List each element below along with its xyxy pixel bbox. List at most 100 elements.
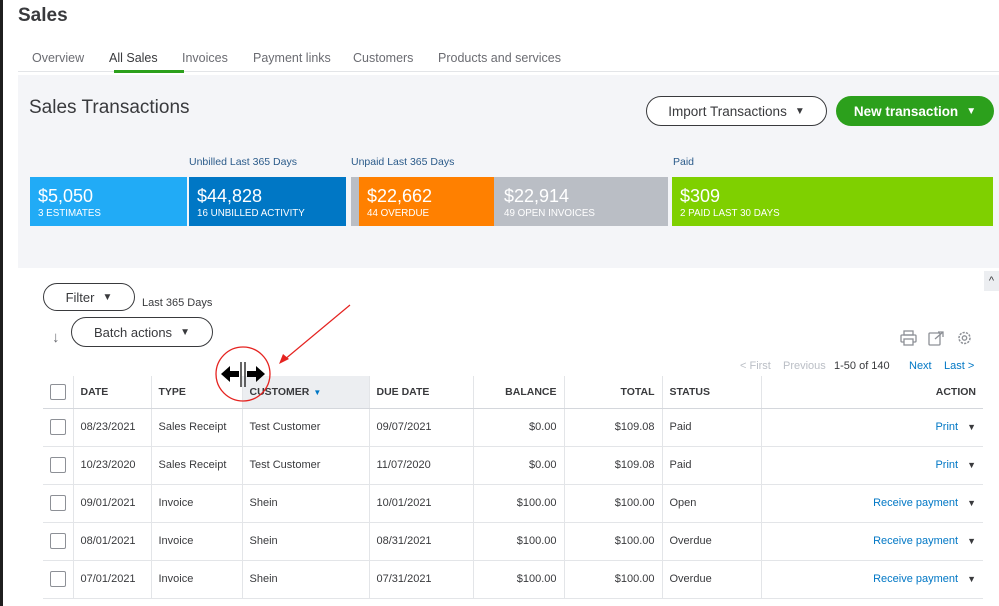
customer-header[interactable]: CUSTOMER ▼ xyxy=(242,376,370,409)
tile-label: 16 UNBILLED ACTIVITY xyxy=(197,208,305,219)
due-date-header[interactable]: DUE DATE xyxy=(369,376,474,409)
type-cell: Invoice xyxy=(151,484,243,523)
import-transactions-label: Import Transactions xyxy=(668,103,787,119)
table-row[interactable]: 09/01/2021 Invoice Shein 10/01/2021 $100.00 $… xyxy=(43,484,983,523)
annotation-arrow-head xyxy=(279,354,289,364)
row-select-cell xyxy=(43,522,74,561)
sort-arrow-icon[interactable]: ↓ xyxy=(52,329,60,346)
action-dropdown-icon[interactable]: ▼ xyxy=(967,536,976,546)
annotation-arrow-line xyxy=(283,304,351,361)
tile-amount: $5,050 xyxy=(38,186,94,206)
type-cell: Invoice xyxy=(151,522,243,561)
row-select-cell xyxy=(43,484,74,523)
type-cell: Sales Receipt xyxy=(151,446,243,485)
type-cell: Sales Receipt xyxy=(151,408,243,447)
row-action-link[interactable]: Receive payment xyxy=(873,573,959,585)
customer-cell: Shein xyxy=(242,484,370,523)
table-row[interactable]: 07/01/2021 Invoice Shein 07/31/2021 $100.00 $… xyxy=(43,560,983,599)
unbilled-group-label: Unbilled Last 365 Days xyxy=(189,156,297,168)
estimates-tile[interactable]: $5,050 3 ESTIMATES xyxy=(30,177,187,226)
pager-range: 1-50 of 140 xyxy=(834,360,890,372)
row-action-link[interactable]: Receive payment xyxy=(873,535,959,547)
row-checkbox[interactable] xyxy=(50,495,66,511)
overdue-tile[interactable]: $22,662 44 OVERDUE xyxy=(359,177,494,226)
row-action-link[interactable]: Print xyxy=(935,421,959,433)
status-cell: Paid xyxy=(662,408,762,447)
table-row[interactable]: 08/23/2021 Sales Receipt Test Customer 09/0… xyxy=(43,408,983,447)
action-cell: Print ▼ xyxy=(761,446,983,485)
due-date-cell: 10/01/2021 xyxy=(369,484,474,523)
action-dropdown-icon[interactable]: ▼ xyxy=(967,574,976,584)
pager-previous[interactable]: Previous xyxy=(783,360,826,372)
scroll-up-icon[interactable]: ^ xyxy=(984,271,999,291)
action-cell: Receive payment ▼ xyxy=(761,560,983,599)
select-all-checkbox[interactable] xyxy=(50,383,66,400)
action-dropdown-icon[interactable]: ▼ xyxy=(967,498,976,508)
due-date-cell: 09/07/2021 xyxy=(369,408,474,447)
row-checkbox[interactable] xyxy=(50,457,66,473)
pager-last[interactable]: Last > xyxy=(944,360,975,372)
tab-customers[interactable]: Customers xyxy=(353,51,414,65)
due-date-cell: 07/31/2021 xyxy=(369,560,474,599)
pager-next[interactable]: Next xyxy=(909,360,932,372)
batch-actions-button[interactable]: Batch actions ▼ xyxy=(71,317,213,347)
overdue-tile-edge xyxy=(351,177,360,226)
filter-button[interactable]: Filter ▼ xyxy=(43,283,135,311)
tab-products-and-services[interactable]: Products and services xyxy=(438,51,561,65)
printer-icon[interactable] xyxy=(900,330,917,350)
caret-down-icon: ▼ xyxy=(794,105,805,117)
balance-header[interactable]: BALANCE xyxy=(473,376,565,409)
row-checkbox[interactable] xyxy=(50,571,66,587)
row-action-link[interactable]: Print xyxy=(935,459,959,471)
date-cell: 10/23/2020 xyxy=(73,446,152,485)
tab-all-sales[interactable]: All Sales xyxy=(109,51,158,65)
customer-cell: Test Customer xyxy=(242,408,370,447)
import-transactions-button[interactable]: Import Transactions ▼ xyxy=(646,96,827,126)
row-checkbox[interactable] xyxy=(50,533,66,549)
row-action-link[interactable]: Receive payment xyxy=(873,497,959,509)
summary-panel xyxy=(18,75,999,268)
row-select-cell xyxy=(43,408,74,447)
balance-cell: $0.00 xyxy=(473,408,565,447)
table-row[interactable]: 10/23/2020 Sales Receipt Test Customer 11/0… xyxy=(43,446,983,485)
gear-icon[interactable] xyxy=(956,330,973,350)
unbilled-activity-tile[interactable]: $44,828 16 UNBILLED ACTIVITY xyxy=(189,177,346,226)
active-tab-indicator xyxy=(114,70,184,73)
total-cell: $100.00 xyxy=(564,522,663,561)
paid-tile[interactable]: $309 2 PAID LAST 30 DAYS xyxy=(672,177,993,226)
date-cell: 08/01/2021 xyxy=(73,522,152,561)
tile-label: 3 ESTIMATES xyxy=(38,208,101,219)
action-dropdown-icon[interactable]: ▼ xyxy=(967,422,976,432)
customer-cell: Shein xyxy=(242,522,370,561)
caret-down-icon: ▼ xyxy=(180,326,190,338)
tab-overview[interactable]: Overview xyxy=(32,51,85,65)
balance-cell: $100.00 xyxy=(473,560,565,599)
status-header[interactable]: STATUS xyxy=(662,376,762,409)
transactions-table: DATE TYPE CUSTOMER ▼ DUE DATE BALANCE TOT… xyxy=(43,376,983,599)
tab-payment-links[interactable]: Payment links xyxy=(253,51,331,65)
tab-invoices[interactable]: Invoices xyxy=(182,51,228,65)
status-cell: Paid xyxy=(662,446,762,485)
select-all-cell xyxy=(43,376,74,409)
pager-first[interactable]: < First xyxy=(740,360,771,372)
date-cell: 09/01/2021 xyxy=(73,484,152,523)
action-dropdown-icon[interactable]: ▼ xyxy=(967,460,976,470)
row-checkbox[interactable] xyxy=(50,419,66,435)
export-icon[interactable] xyxy=(928,330,945,350)
total-header[interactable]: TOTAL xyxy=(564,376,663,409)
status-cell: Overdue xyxy=(662,560,762,599)
date-header[interactable]: DATE xyxy=(73,376,152,409)
table-row[interactable]: 08/01/2021 Invoice Shein 08/31/2021 $100.00 $… xyxy=(43,522,983,561)
row-select-cell xyxy=(43,560,74,599)
balance-cell: $100.00 xyxy=(473,522,565,561)
type-cell: Invoice xyxy=(151,560,243,599)
open-invoices-tile[interactable]: $22,914 49 OPEN INVOICES xyxy=(494,177,668,226)
sort-caret-icon: ▼ xyxy=(313,387,322,397)
new-transaction-button[interactable]: New transaction ▼ xyxy=(836,96,994,126)
tile-amount: $44,828 xyxy=(197,186,263,206)
unpaid-group-label: Unpaid Last 365 Days xyxy=(351,156,455,168)
status-cell: Open xyxy=(662,484,762,523)
tile-label: 44 OVERDUE xyxy=(367,208,430,219)
batch-actions-label: Batch actions xyxy=(94,324,173,340)
type-header[interactable]: TYPE xyxy=(151,376,243,409)
